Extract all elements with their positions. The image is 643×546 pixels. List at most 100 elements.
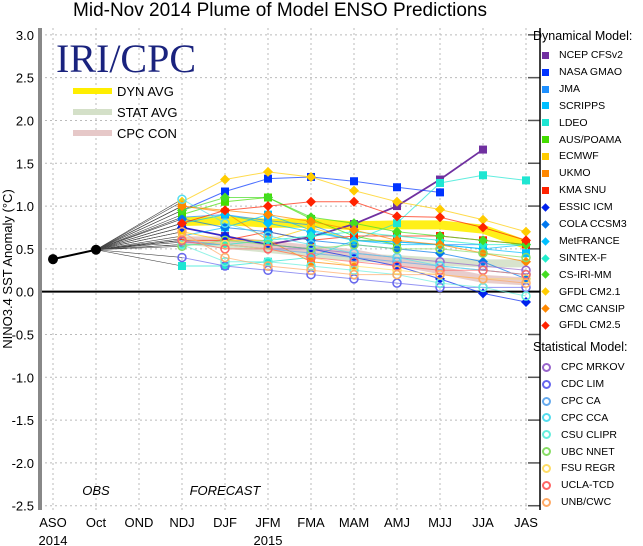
point-cdc-lim <box>177 252 187 263</box>
legend-label: ESSIC ICM <box>559 201 613 214</box>
y-tick-label: -1.5 <box>12 413 34 428</box>
obs-label: OBS <box>82 483 110 498</box>
point-gfdl-cm2-5 <box>349 196 359 207</box>
y-tick-label: 3.0 <box>16 28 34 43</box>
diamond-marker-icon <box>541 287 550 297</box>
diamond-marker-icon <box>541 203 550 212</box>
point-ldeo <box>479 171 487 180</box>
legend-item-ubc-nnet: UBC NNET <box>542 446 615 459</box>
point-gfdl-cm2-5 <box>478 222 488 233</box>
connector-line <box>95 227 183 251</box>
square-marker-icon <box>542 68 549 76</box>
year-label: 2014 <box>39 533 68 546</box>
point-gfdl-cm2-5 <box>263 201 273 212</box>
legend-item-aus-poama: AUS/POAMA <box>542 134 621 147</box>
legend-label: JMA <box>559 82 580 95</box>
legend-item-metfrance: MetFRANCE <box>541 234 620 248</box>
point-gfdl-cm2-1 <box>435 204 445 215</box>
legend-item-unb-cwc: UNB/CWC <box>542 496 611 509</box>
point-ncep-cfsv2 <box>479 145 487 154</box>
legend-label: CDC LIM <box>561 377 605 390</box>
point-gfdl-cm2-5 <box>392 211 402 222</box>
legend-item-nasa-gmao: NASA GMAO <box>542 66 622 79</box>
square-marker-icon <box>542 170 549 178</box>
diamond-marker-icon <box>541 270 550 280</box>
series-line-cpc-cca <box>181 198 527 276</box>
point-gfdl-cm2-5 <box>220 205 230 216</box>
legend-item-ukmo: UKMO <box>542 167 591 180</box>
legend-label: GFDL CM2.1 <box>559 285 621 298</box>
point-unb-cwc <box>478 274 488 284</box>
point-gfdl-cm2-5 <box>435 212 445 223</box>
point-unb-cwc <box>521 278 531 288</box>
connector-line <box>95 205 183 251</box>
connector-line <box>95 222 183 251</box>
point-cs-iri-mm <box>478 235 488 246</box>
connector-line <box>95 235 183 251</box>
connector-line <box>95 249 183 258</box>
square-marker-icon <box>542 102 549 110</box>
point-nasa-gmao <box>393 183 401 192</box>
series-line-ucla-tcd <box>181 239 527 276</box>
x-tick-label: JAS <box>514 515 538 530</box>
point-unb-cwc <box>392 269 402 280</box>
square-marker-icon <box>542 119 549 127</box>
point-nasa-gmao <box>264 174 272 183</box>
legend-label: LDEO <box>559 116 588 129</box>
legend-item-essic-icm: ESSIC ICM <box>541 201 613 214</box>
point-ucla-tcd <box>349 256 359 267</box>
point-ubc-nnet <box>349 239 359 250</box>
observed-point <box>48 254 58 265</box>
legend-item-ucla-tcd: UCLA-TCD <box>542 479 614 492</box>
legend-item-ncep-cfsv2: NCEP CFSv2 <box>542 49 623 62</box>
legend-item-cpc-mrkov: CPC MRKOV <box>542 361 625 374</box>
legend-item-gfdl-cm2-1: GFDL CM2.1 <box>541 285 621 299</box>
y-tick-label: -0.5 <box>12 327 34 342</box>
legend-label: COLA CCSM3 <box>559 218 627 230</box>
x-tick-label: DJF <box>213 515 237 530</box>
y-tick-label: 0.0 <box>16 285 34 300</box>
x-tick-label: JJA <box>472 515 494 530</box>
avg-legend-label: CPC CON <box>117 126 177 141</box>
point-ucla-tcd <box>263 244 273 254</box>
connector-line <box>95 249 183 267</box>
point-gfdl-cm2-5 <box>521 235 531 246</box>
legend-label: ECMWF <box>559 150 599 163</box>
legend-label: SINTEX-F <box>559 251 607 264</box>
iri-cpc-logo: IRI/CPC <box>56 36 196 81</box>
legend-label: KMA SNU <box>559 184 607 197</box>
point-ldeo <box>393 219 401 228</box>
legend-label: UCLA-TCD <box>561 479 615 492</box>
legend-label: CPC CA <box>561 394 601 407</box>
x-tick-label: FMA <box>297 515 325 530</box>
connector-line <box>95 231 183 251</box>
y-tick-label: 1.0 <box>16 199 34 214</box>
y-tick-label: -1.0 <box>12 370 34 385</box>
point-ubc-nnet <box>478 248 488 258</box>
legend-label: CS-IRI-MM <box>559 268 612 281</box>
square-marker-icon <box>542 186 549 194</box>
observed-line <box>52 248 97 261</box>
legend-label: CPC CCA <box>561 411 609 424</box>
point-cmc-cansip <box>306 216 316 227</box>
connector-line <box>95 198 183 250</box>
point-unb-cwc <box>220 252 230 263</box>
point-unb-cwc <box>177 227 187 237</box>
point-gfdl-cm2-1 <box>392 196 402 207</box>
point-nasa-gmao <box>436 188 444 197</box>
legend-label: NASA GMAO <box>559 65 623 78</box>
circle-marker-icon <box>542 497 551 507</box>
square-marker-icon <box>542 153 549 161</box>
point-ubc-nnet <box>521 252 531 263</box>
legend-label: MetFRANCE <box>559 234 620 247</box>
circle-marker-icon <box>542 413 551 423</box>
connector-line <box>95 201 183 250</box>
year-label: 2015 <box>254 533 283 546</box>
y-axis-label: NINO3.4 SST Anomaly (°C) <box>0 189 15 349</box>
circle-marker-icon <box>542 464 551 474</box>
point-unb-cwc <box>349 269 359 280</box>
x-tick-label: AMJ <box>384 515 410 530</box>
point-gfdl-cm2-1 <box>349 185 359 196</box>
avg-legend-label: DYN AVG <box>117 84 174 99</box>
point-nasa-gmao <box>350 177 358 186</box>
